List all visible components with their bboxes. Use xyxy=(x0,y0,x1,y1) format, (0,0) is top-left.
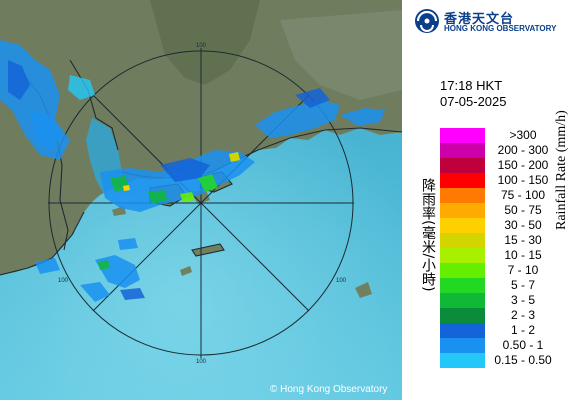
info-panel: 香港天文台 HONG KONG OBSERVATORY 17:18 HKT 07… xyxy=(402,0,577,400)
legend-label: 15 - 30 xyxy=(504,233,542,247)
observation-time: 17:18 HKT xyxy=(440,78,503,93)
radar-map: 100 100 100 100 xyxy=(0,0,402,400)
observatory-logo-icon xyxy=(415,9,439,33)
legend-label: 7 - 10 xyxy=(507,263,539,277)
legend-swatch xyxy=(440,323,485,338)
legend-label: 30 - 50 xyxy=(504,218,542,232)
legend-label: 50 - 75 xyxy=(504,203,542,217)
legend-label: 2 - 3 xyxy=(510,308,535,322)
legend-title-zh: 降雨率(毫米/小時) xyxy=(420,178,436,292)
legend-swatch xyxy=(440,203,485,218)
legend-label: 5 - 7 xyxy=(510,278,535,292)
legend-color-bar xyxy=(440,128,485,368)
legend-label: 10 - 15 xyxy=(504,248,542,262)
legend-swatch xyxy=(440,158,485,173)
logo-title-en: HONG KONG OBSERVATORY xyxy=(444,24,557,33)
rain-echoes xyxy=(0,40,385,302)
copyright-text: © Hong Kong Observatory xyxy=(270,384,388,395)
range-label-south: 100 xyxy=(196,359,207,365)
legend-swatch xyxy=(440,128,485,143)
legend-label: 0.15 - 0.50 xyxy=(494,353,552,367)
observation-date: 07-05-2025 xyxy=(440,94,507,109)
legend-swatch xyxy=(440,188,485,203)
legend-swatch xyxy=(440,218,485,233)
legend-label: 150 - 200 xyxy=(497,158,549,172)
legend-swatch xyxy=(440,248,485,263)
legend-label: 75 - 100 xyxy=(500,188,546,202)
legend-swatch xyxy=(440,173,485,188)
legend-label: 1 - 2 xyxy=(510,323,535,337)
legend-label: 100 - 150 xyxy=(497,173,549,187)
land-relief xyxy=(280,10,402,100)
legend-swatch xyxy=(440,338,485,353)
legend-swatch xyxy=(440,233,485,248)
legend-label: >300 xyxy=(509,128,537,142)
legend-swatch xyxy=(440,308,485,323)
range-label-north: 100 xyxy=(196,43,207,49)
logo-title-zh: 香港天文台 xyxy=(444,12,515,27)
legend-swatch xyxy=(440,263,485,278)
legend-label: 3 - 5 xyxy=(510,293,535,307)
legend-swatch xyxy=(440,143,485,158)
legend-label: 0.50 - 1 xyxy=(502,338,544,352)
legend-swatch xyxy=(440,353,485,368)
range-label-east: 100 xyxy=(336,278,347,284)
legend-title-en: Rainfall Rate (mm/h) xyxy=(554,110,569,230)
legend-labels: >300 200 - 300 150 - 200 100 - 150 75 - 100 5… xyxy=(488,128,558,368)
legend-swatch xyxy=(440,293,485,308)
land-relief xyxy=(150,0,260,85)
legend-label: 200 - 300 xyxy=(497,143,549,157)
legend-swatch xyxy=(440,278,485,293)
range-label-west: 100 xyxy=(58,278,69,284)
